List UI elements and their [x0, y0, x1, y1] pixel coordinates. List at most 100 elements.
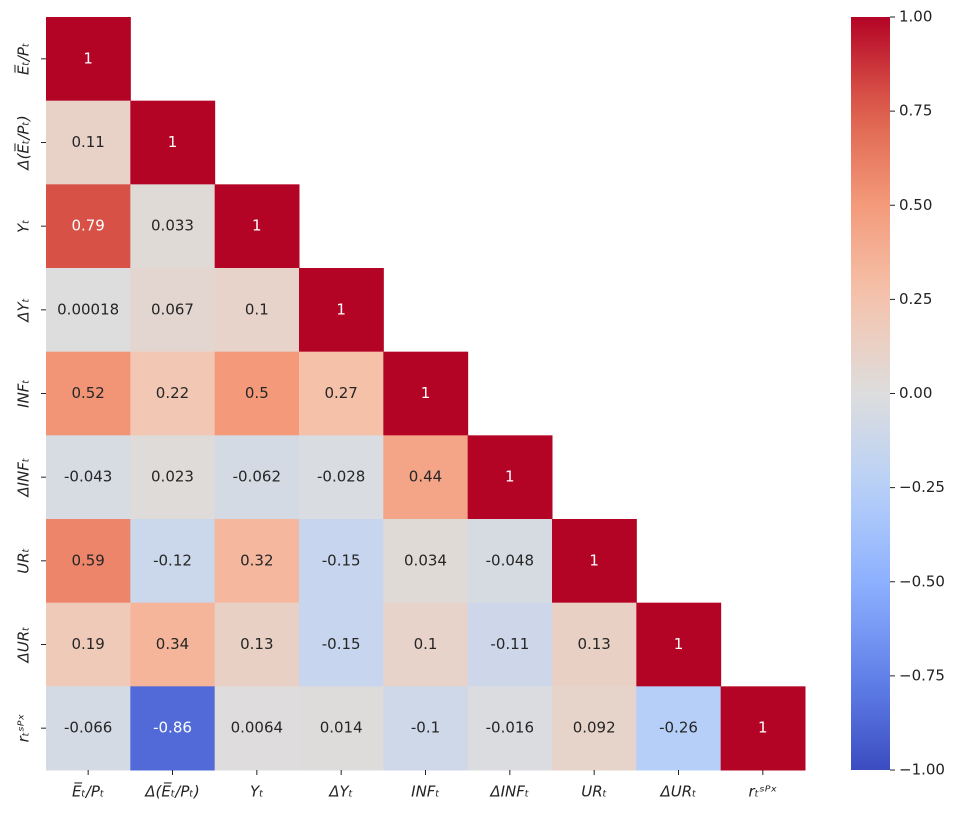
y-tick-label: INFₜ	[15, 379, 33, 408]
heatmap-cell	[214, 435, 300, 520]
y-tick-label: ΔURₜ	[15, 626, 33, 663]
heatmap-cell	[130, 351, 216, 436]
heatmap-cell	[552, 686, 637, 771]
heatmap-cell	[383, 686, 469, 771]
heatmap-cell	[467, 602, 553, 687]
heatmap-cell	[214, 686, 300, 771]
heatmap-cell	[467, 435, 553, 520]
cell-label: -0.26	[659, 719, 698, 737]
x-tick-label: ΔYₜ	[328, 783, 353, 801]
x-tick-label: ΔURₜ	[659, 783, 696, 801]
heatmap-cell	[636, 686, 722, 771]
heatmap-cell	[46, 519, 131, 604]
heatmap-cell	[46, 686, 131, 771]
cell-label: -0.1	[411, 719, 440, 737]
colorbar-tick-label: 0.50	[899, 196, 932, 214]
y-tick-label: ΔINFₜ	[15, 458, 33, 498]
heatmap-cell	[383, 435, 469, 520]
heatmap-cell	[130, 435, 216, 520]
cell-label: 0.59	[71, 551, 104, 569]
cell-label: -0.043	[64, 468, 112, 486]
heatmap-cell	[46, 100, 131, 185]
colorbar-tick-label: −0.75	[899, 666, 945, 684]
colorbar-tick-label: 0.75	[899, 102, 932, 120]
cell-label: 1	[674, 635, 684, 653]
heatmap-cell	[214, 602, 300, 687]
heatmap-cell	[467, 686, 553, 771]
cell-label: -0.062	[233, 468, 281, 486]
x-tick-label: rₜˢᴾˣ	[749, 783, 778, 801]
heatmap-cell	[214, 184, 300, 269]
cell-label: 0.19	[71, 635, 104, 653]
cell-label: 0.52	[71, 384, 104, 402]
heatmap-cell	[383, 351, 469, 436]
cell-label: 0.79	[71, 217, 104, 235]
heatmap-cell	[552, 602, 637, 687]
cell-label: 1	[505, 468, 515, 486]
heatmap-cell	[214, 519, 300, 604]
y-tick-label: ΔYₜ	[15, 298, 33, 323]
y-tick-label: Δ(E̅ₜ/Pₜ)	[14, 115, 33, 170]
cell-label: -0.016	[486, 719, 534, 737]
heatmap-cell	[383, 602, 469, 687]
cell-label: 0.13	[240, 635, 273, 653]
cell-label: -0.066	[64, 719, 112, 737]
cell-label: -0.048	[486, 551, 534, 569]
heatmap-cell	[214, 268, 300, 353]
cell-label: 0.00018	[57, 300, 119, 318]
x-tick-label: E̅ₜ/Pₜ	[72, 782, 104, 801]
heatmap-cell	[299, 351, 384, 436]
cell-label: 0.27	[324, 384, 357, 402]
heatmap-cell	[636, 602, 722, 687]
cell-label: 0.22	[156, 384, 189, 402]
x-tick-label: INFₜ	[411, 783, 440, 801]
y-tick-label: E̅ₜ/Pₜ	[14, 43, 33, 75]
y-tick-label: rₜˢᴾˣ	[15, 714, 33, 743]
heatmap-cell	[46, 184, 131, 269]
cell-label: -0.15	[322, 635, 361, 653]
cell-label: 0.13	[577, 635, 610, 653]
heatmap-cell	[214, 351, 300, 436]
cell-label: 1	[336, 300, 346, 318]
cell-label: -0.028	[317, 468, 365, 486]
cell-label: 0.023	[151, 468, 194, 486]
cell-label: 1	[252, 217, 262, 235]
colorbar	[851, 17, 890, 770]
heatmap-cell	[46, 351, 131, 436]
heatmap-cell	[46, 268, 131, 353]
cell-label: 0.11	[71, 133, 104, 151]
heatmap-cell	[299, 686, 384, 771]
cell-label: -0.12	[153, 551, 192, 569]
heatmap-cell	[130, 100, 216, 185]
heatmap-cell	[130, 268, 216, 353]
heatmap-cell	[46, 17, 131, 102]
heatmap-cell	[130, 602, 216, 687]
cell-label: 0.067	[151, 300, 194, 318]
cell-label: 1	[168, 133, 178, 151]
heatmap-cell	[46, 602, 131, 687]
cell-label: -0.11	[490, 635, 529, 653]
x-tick-label: Δ(E̅ₜ/Pₜ)	[144, 782, 199, 801]
cell-label: 1	[589, 551, 599, 569]
heatmap-cell	[299, 268, 384, 353]
heatmap-cell	[299, 435, 384, 520]
x-tick-label: ΔINFₜ	[489, 783, 529, 801]
heatmap-cell	[299, 519, 384, 604]
cell-label: 1	[83, 49, 93, 67]
cell-label: 0.5	[245, 384, 269, 402]
colorbar-tick-label: 1.00	[899, 8, 932, 26]
colorbar-tick-label: 0.00	[899, 384, 932, 402]
heatmap-cell	[383, 519, 469, 604]
heatmap-cell	[130, 519, 216, 604]
heatmap-cell	[467, 519, 553, 604]
colorbar-tick-label: 0.25	[899, 290, 932, 308]
cell-label: 0.0064	[231, 719, 284, 737]
cell-label: 0.033	[151, 217, 194, 235]
heatmap-cell	[720, 686, 806, 771]
cell-label: 0.1	[245, 300, 269, 318]
y-tick-label: URₜ	[15, 548, 33, 574]
colorbar-tick-label: −1.00	[899, 761, 945, 779]
cell-label: 0.44	[409, 468, 442, 486]
cell-label: 0.014	[320, 719, 363, 737]
